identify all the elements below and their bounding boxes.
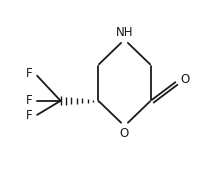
Text: O: O — [180, 73, 190, 86]
Text: F: F — [26, 109, 33, 122]
Text: O: O — [120, 127, 129, 140]
Text: NH: NH — [116, 26, 133, 39]
Text: F: F — [26, 94, 33, 107]
Text: F: F — [26, 67, 33, 80]
